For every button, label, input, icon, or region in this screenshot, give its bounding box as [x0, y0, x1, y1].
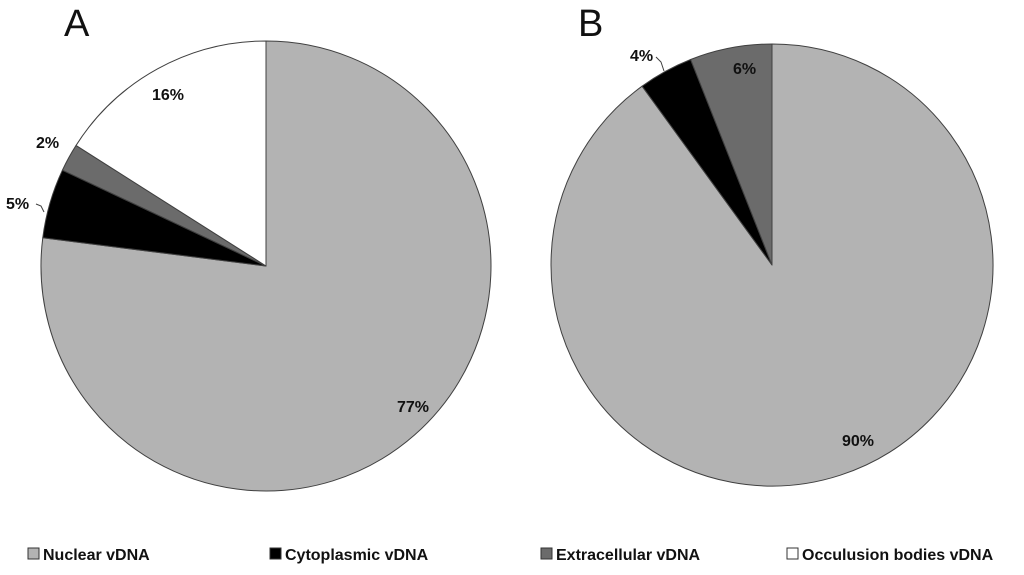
pie-slice-nuclear-vdna [40, 40, 492, 492]
legend-label-occulusion-bodies-vdna: Occulusion bodies vDNA [802, 547, 994, 564]
legend-label-cytoplasmic-vdna: Cytoplasmic vDNA [285, 547, 429, 564]
data-label-cytoplasmic-vdna: 5% [6, 196, 29, 213]
pie-chart-b: 90% 4% 6% B [550, 3, 994, 487]
pie-slice-extracellular-vdna [690, 43, 773, 266]
legend-swatch-occulusion-bodies-vdna [786, 547, 799, 560]
data-label-cytoplasmic-vdna: 4% [630, 48, 653, 65]
pie-chart-a: 77% 5% 2% 16% A [6, 3, 492, 492]
legend-swatch-extracellular-vdna [540, 547, 553, 560]
legend-label-extracellular-vdna: Extracellular vDNA [556, 547, 701, 564]
data-label-nuclear-vdna: 90% [842, 433, 874, 450]
panel-letter-b: B [578, 3, 603, 45]
legend-swatch-nuclear-vdna [27, 547, 40, 560]
panel-letter-a: A [64, 3, 90, 45]
legend-swatch-cytoplasmic-vdna [269, 547, 282, 560]
leader-line-cytoplasmic-vdna [35, 203, 45, 213]
data-label-extracellular-vdna: 6% [733, 61, 756, 78]
data-label-nuclear-vdna: 77% [397, 399, 429, 416]
pie-slice-occulusion-bodies-vdna [75, 40, 267, 267]
data-label-extracellular-vdna: 2% [36, 135, 59, 152]
legend-label-nuclear-vdna: Nuclear vDNA [43, 547, 150, 564]
leader-line-cytoplasmic-vdna [655, 56, 665, 72]
data-label-occulusion-bodies-vdna: 16% [152, 87, 184, 104]
legend: Nuclear vDNA Cytoplasmic vDNA Extracellula… [27, 547, 994, 564]
